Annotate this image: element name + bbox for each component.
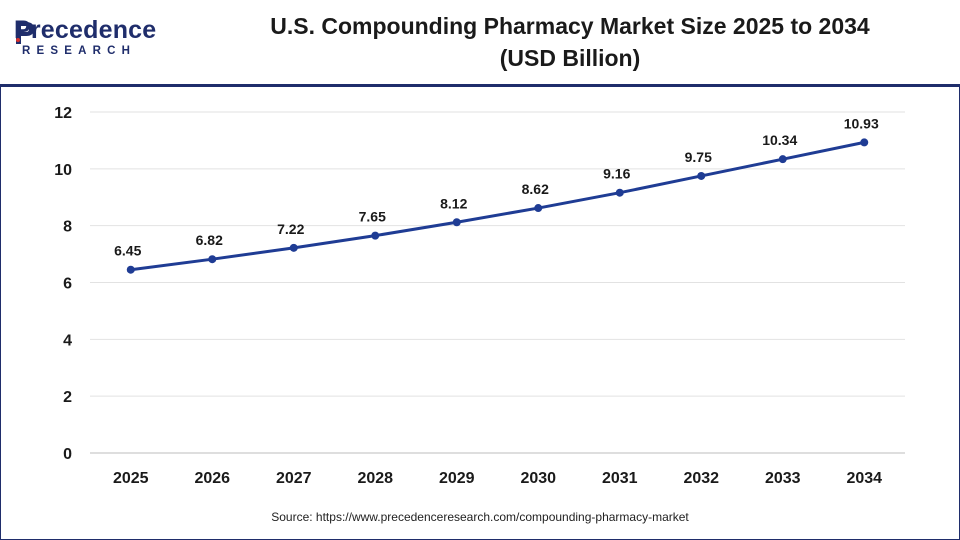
data-label: 7.22 (277, 221, 304, 237)
y-tick-label: 12 (54, 105, 72, 122)
data-point (371, 231, 380, 240)
y-tick-label: 2 (63, 389, 72, 406)
data-label: 9.16 (603, 166, 630, 182)
logo-wordmark: Precedence (14, 16, 157, 44)
logo-subtitle: RESEARCH (22, 45, 137, 57)
data-label: 6.82 (196, 232, 223, 248)
y-tick-label: 4 (63, 332, 72, 349)
header: Precedence RESEARCH U.S. Compounding Pha… (0, 0, 960, 84)
data-point (534, 204, 543, 213)
x-tick-label: 2027 (276, 470, 312, 487)
data-point (208, 255, 217, 264)
y-tick-label: 0 (63, 446, 72, 463)
x-tick-label: 2033 (765, 470, 801, 487)
x-tick-label: 2029 (439, 470, 475, 487)
header-divider (0, 84, 960, 87)
chart-title: U.S. Compounding Pharmacy Market Size 20… (200, 10, 940, 74)
x-tick-label: 2032 (683, 470, 719, 487)
brand-logo: Precedence RESEARCH (14, 16, 174, 66)
data-point (289, 243, 298, 252)
data-label: 10.93 (844, 115, 879, 131)
x-tick-label: 2030 (520, 470, 556, 487)
x-tick-label: 2026 (194, 470, 230, 487)
data-label: 9.75 (685, 149, 712, 165)
x-tick-label: 2028 (357, 470, 393, 487)
data-label: 7.65 (359, 209, 386, 225)
data-point (860, 138, 869, 147)
y-tick-label: 6 (63, 276, 72, 293)
data-label: 10.34 (762, 132, 797, 148)
y-tick-label: 10 (54, 162, 72, 179)
chart-title-line-1: U.S. Compounding Pharmacy Market Size 20… (270, 13, 870, 39)
data-label: 8.62 (522, 181, 549, 197)
data-point (778, 155, 787, 164)
data-point (697, 171, 706, 180)
chart-title-line-2: (USD Billion) (499, 45, 641, 71)
x-tick-label: 2034 (846, 470, 882, 487)
y-tick-label: 8 (63, 219, 72, 236)
data-point (126, 265, 135, 274)
data-label: 6.45 (114, 243, 141, 259)
series-line (129, 140, 866, 272)
data-point (452, 218, 461, 227)
x-tick-label: 2025 (113, 470, 149, 487)
data-point (615, 188, 624, 197)
x-tick-label: 2031 (602, 470, 638, 487)
source-note: Source: https://www.precedenceresearch.c… (271, 510, 689, 524)
data-label: 8.12 (440, 195, 467, 211)
logo-mark-icon (16, 22, 34, 44)
